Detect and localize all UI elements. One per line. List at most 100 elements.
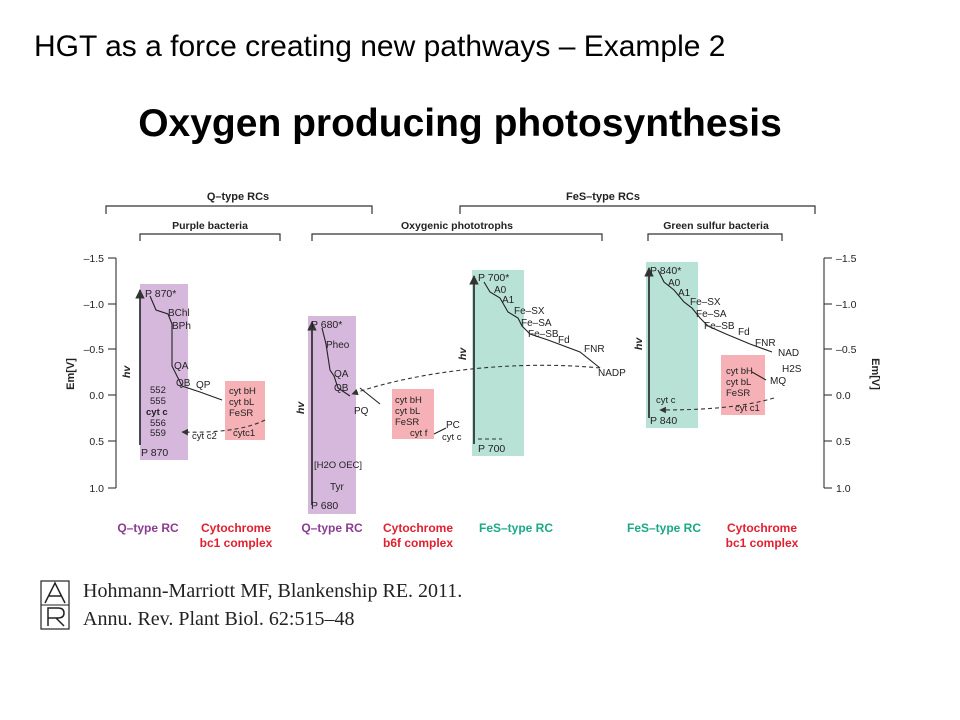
label-556: 556 <box>150 418 166 429</box>
slide-subtitle: Oxygen producing photosynthesis <box>138 102 782 145</box>
label-pq: PQ <box>354 406 369 417</box>
caption-bc1-complex-1: bc1 complex <box>200 536 273 550</box>
label-cyt-bl-2: cyt bL <box>395 406 420 417</box>
label-nadp: NADP <box>598 368 626 379</box>
label-fesa-2: Fe–SA <box>696 309 727 320</box>
caption-qtype-rc-2: Q–type RC <box>301 521 363 535</box>
label-p870: P 870 <box>141 447 168 459</box>
left-tick-label: 0.5 <box>89 436 104 448</box>
label-qb-2: QB <box>334 383 349 394</box>
right-axis <box>823 257 832 489</box>
label-559: 559 <box>150 428 166 439</box>
label-nad: NAD <box>778 348 799 359</box>
label-fnr-2: FNR <box>755 338 776 349</box>
right-tick-label: 0.5 <box>836 436 851 448</box>
label-cytc1-1: cytc1 <box>233 428 255 439</box>
label-cyt-c2: cyt c2 <box>192 431 217 442</box>
caption-cytochrome-3: Cytochrome <box>727 521 797 535</box>
label-hv-4: hv <box>633 337 645 350</box>
left-axis-label: Em[V] <box>65 358 77 390</box>
label-cyt-f: cyt f <box>410 428 428 439</box>
caption-festype-rc-2: FeS–type RC <box>627 521 701 535</box>
label-552: 552 <box>150 385 166 396</box>
label-cyt-bh-1: cyt bH <box>229 386 256 397</box>
right-tick-label: –1.0 <box>836 299 857 311</box>
right-tick-label: 0.0 <box>836 390 851 402</box>
b6f-complex-box <box>392 389 434 439</box>
label-qp: QP <box>196 380 211 391</box>
label-bph: BPh <box>172 321 191 332</box>
qtype-rcs-label: Q–type RCs <box>207 191 269 203</box>
label-cyt-c-bold: cyt c <box>146 407 168 418</box>
label-cyt-bh-2: cyt bH <box>395 395 422 406</box>
label-a0-1: A0 <box>494 285 507 296</box>
purple-bracket <box>139 233 281 241</box>
label-fesr-3: FeSR <box>726 388 750 399</box>
label-555: 555 <box>150 396 166 407</box>
caption-festype-rc-1: FeS–type RC <box>479 521 553 535</box>
slide-title: HGT as a force creating new pathways – E… <box>34 30 726 63</box>
electron-steps <box>149 269 773 435</box>
label-cyt-bl-3: cyt bL <box>726 377 751 388</box>
left-axis <box>108 257 117 489</box>
label-tyr: Tyr <box>330 482 345 493</box>
label-cyt-c-b6f: cyt c <box>442 432 462 443</box>
label-fesr-1: FeSR <box>229 408 253 419</box>
label-qa-2: QA <box>334 369 349 380</box>
festype-rcs-label: FeS–type RCs <box>566 191 640 203</box>
left-tick-label: –1.5 <box>84 253 105 265</box>
label-hv-3: hv <box>457 347 469 360</box>
label-p840-star: P 840* <box>650 265 681 277</box>
label-a1-1: A1 <box>502 295 515 306</box>
right-tick-label: 1.0 <box>836 483 851 495</box>
bracket-group <box>105 205 816 241</box>
label-cyt-bh-3: cyt bH <box>726 366 753 377</box>
label-fesa-1: Fe–SA <box>521 318 552 329</box>
caption-bc1-complex-2: bc1 complex <box>726 536 799 550</box>
left-tick-label: –1.0 <box>84 299 105 311</box>
label-h2o-oec: [H2O OEC] <box>314 460 362 471</box>
label-a0-2: A0 <box>668 278 681 289</box>
label-fesx-1: Fe–SX <box>514 306 545 317</box>
label-pc: PC <box>446 420 460 431</box>
citation-authors: Hohmann-Marriott MF, Blankenship RE. 201… <box>83 580 463 602</box>
label-qa-1: QA <box>174 361 189 372</box>
left-tick-label: 1.0 <box>89 483 104 495</box>
label-p680: P 680 <box>311 500 338 512</box>
label-fesr-2: FeSR <box>395 417 419 428</box>
annual-reviews-logo <box>40 580 70 630</box>
label-pheo: Pheo <box>326 340 350 351</box>
label-p680-star: P 680* <box>311 319 342 331</box>
purple-bacteria-label: Purple bacteria <box>172 220 248 232</box>
label-fesb-2: Fe–SB <box>704 321 735 332</box>
photosynthesis-diagram: Q–type RCs FeS–type RCs Purple bacteria … <box>65 191 881 550</box>
psi-rc-box <box>472 270 524 456</box>
dashed-return-paths <box>181 364 775 440</box>
left-tick-label: –0.5 <box>84 344 105 356</box>
label-a1-2: A1 <box>678 288 691 299</box>
label-p700-star: P 700* <box>478 272 509 284</box>
label-p870-star: P 870* <box>145 288 176 300</box>
right-axis-label: Em[V] <box>869 358 881 390</box>
caption-qtype-rc-1: Q–type RC <box>117 521 179 535</box>
label-fd-2: Fd <box>738 327 750 338</box>
label-fesb-1: Fe–SB <box>528 329 559 340</box>
label-cyt-c-green: cyt c <box>656 395 676 406</box>
label-fnr-1: FNR <box>584 344 605 355</box>
label-bchl: BChl <box>168 308 190 319</box>
green-rc-box <box>646 262 698 428</box>
purple-rc-box <box>140 284 188 460</box>
left-tick-label: 0.0 <box>89 390 104 402</box>
label-p840: P 840 <box>650 415 677 427</box>
oxygenic-phototrophs-label: Oxygenic phototrophs <box>401 220 513 232</box>
greensulfur-bracket <box>647 233 783 241</box>
label-hv-1: hv <box>121 365 133 378</box>
citation-journal: Annu. Rev. Plant Biol. 62:515–48 <box>83 608 355 630</box>
label-h2s: H2S <box>782 364 802 375</box>
label-mq: MQ <box>770 376 786 387</box>
oxygenic-bracket <box>311 233 603 241</box>
label-fd-1: Fd <box>558 335 570 346</box>
caption-cytochrome-2: Cytochrome <box>383 521 453 535</box>
right-tick-label: –1.5 <box>836 253 857 265</box>
label-cyt-bl-1: cyt bL <box>229 397 254 408</box>
